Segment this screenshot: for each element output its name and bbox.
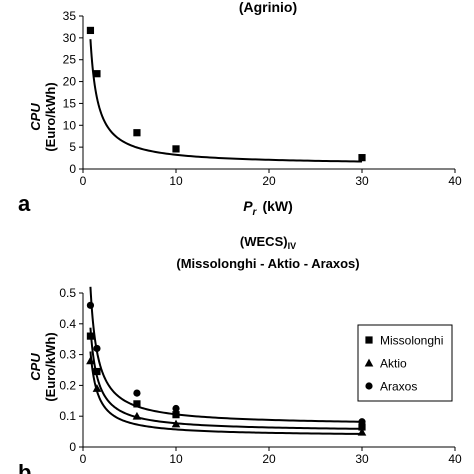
chart-b-title-sub: IV	[288, 241, 297, 251]
chart-b-legend-box	[357, 324, 453, 402]
chart-a-x-tick-label: 0	[80, 174, 87, 188]
chart-b-y-tick-label: 0.5	[59, 286, 76, 300]
chart-b-x-tick-label: 10	[169, 452, 183, 466]
chart-a-y-tick-label: 25	[63, 53, 77, 67]
chart-b-legend-label-aktio: Aktio	[380, 357, 407, 371]
chart-a-xlabel-symbol: P	[243, 198, 253, 214]
chart-b-point-araxos	[172, 404, 180, 413]
chart-a-x-tick-label: 20	[262, 174, 276, 188]
chart-a-point-series-0	[93, 70, 101, 78]
chart-a-y-tick-label: 15	[63, 96, 77, 110]
chart-b-ylabel-line1: CPU	[28, 353, 43, 381]
chart-b-title: (WECS)IV	[240, 234, 296, 251]
chart-b-legend-marker-aktio	[364, 358, 374, 367]
chart-a-ylabel-line1: CPU	[28, 103, 43, 131]
chart-b-point-aktio	[92, 384, 102, 392]
chart-a-y-tick-label: 0	[69, 162, 76, 176]
chart-b-title-main: (WECS)	[240, 234, 288, 249]
chart-b-point-araxos	[133, 389, 141, 397]
chart-b-ylabel-line2: (Euro/kWh)	[43, 332, 58, 401]
chart-b-legend-label-araxos: Araxos	[380, 380, 417, 394]
chart-b-point-missolonghi	[86, 332, 95, 340]
chart-a-point-series-0	[86, 26, 95, 35]
chart-b-fit-line-missolonghi	[89, 327, 363, 430]
chart-b-y-tick-label: 0.2	[59, 378, 76, 392]
chart-a-xlabel: Pr (kW)	[243, 198, 293, 218]
chart-a-y-tick-label: 10	[63, 118, 77, 132]
chart-b-point-aktio	[357, 427, 367, 436]
chart-a-y-tick-label: 30	[63, 31, 77, 45]
chart-b-fit-line-aktio	[89, 351, 363, 435]
chart-a-y-tick-label: 35	[63, 9, 77, 23]
chart-a-x-tick-label: 10	[169, 174, 183, 188]
chart-b-ylabel: CPU (Euro/kWh)	[28, 332, 58, 401]
chart-a-xlabel-sub: r	[253, 207, 258, 218]
chart-b-point-aktio	[86, 356, 95, 365]
chart-b-x-tick-label: 20	[262, 452, 276, 466]
chart-a-fit-line-series-0	[89, 39, 363, 163]
chart-a-xlabel-unit: (kW)	[262, 198, 292, 214]
chart-a: (Agrinio) a CPU (Euro/kWh) Pr (kW) 0 5 10 15…	[18, 0, 462, 218]
chart-a-x-tick-label: 30	[355, 174, 369, 188]
chart-b-y-tick-label: 0.3	[59, 348, 76, 362]
chart-b-y-tick-label: 0.1	[59, 409, 76, 423]
chart-b-legend: Missolonghi Aktio Araxos	[357, 324, 453, 402]
chart-b-x-tick-label: 30	[355, 452, 369, 466]
chart-b-x-tick-label: 40	[448, 452, 462, 466]
chart-a-point-series-0	[133, 129, 141, 137]
chart-a-y-tick-label: 5	[69, 140, 76, 154]
chart-b-point-aktio	[132, 411, 142, 420]
chart-a-plot: 0 5 10 15 20 25 30 35 0 10 20 30 40	[63, 9, 462, 188]
chart-b-x-tick-label: 0	[80, 452, 87, 466]
chart-a-point-series-0	[172, 145, 180, 153]
chart-b-point-missolonghi	[358, 423, 366, 431]
chart-b-point-missolonghi	[133, 400, 141, 408]
chart-b-plot: 0 0.1 0.2 0.3 0.4 0.5 0 10 20 30 40	[59, 286, 462, 466]
chart-b-point-araxos	[358, 418, 366, 426]
chart-b-y-tick-label: 0.4	[59, 317, 76, 331]
chart-a-ylabel: CPU (Euro/kWh)	[28, 82, 58, 151]
chart-a-point-series-0	[358, 154, 366, 162]
chart-b-legend-label-missolonghi: Missolonghi	[380, 334, 443, 348]
chart-b-point-araxos	[86, 301, 95, 309]
chart-b-legend-marker-missolonghi	[365, 336, 373, 344]
chart-b-fit-line-araxos	[89, 286, 363, 423]
chart-b-point-araxos	[93, 344, 101, 353]
chart-a-panel-label: a	[18, 191, 31, 216]
chart-b-point-missolonghi	[93, 367, 101, 376]
chart-a-ylabel-line2: (Euro/kWh)	[43, 82, 58, 151]
chart-b-point-aktio	[171, 419, 181, 428]
chart-a-title: (Agrinio)	[239, 0, 297, 15]
chart-a-x-tick-label: 40	[448, 174, 462, 188]
chart-a-y-tick-label: 20	[63, 75, 77, 89]
chart-b-y-tick-label: 0	[69, 440, 76, 454]
chart-b-subtitle: (Missolonghi - Aktio - Araxos)	[176, 256, 359, 271]
chart-b: (WECS)IV (Missolonghi - Aktio - Araxos) …	[18, 234, 462, 474]
chart-b-panel-label: b	[18, 460, 31, 474]
chart-b-legend-marker-araxos	[365, 382, 373, 390]
